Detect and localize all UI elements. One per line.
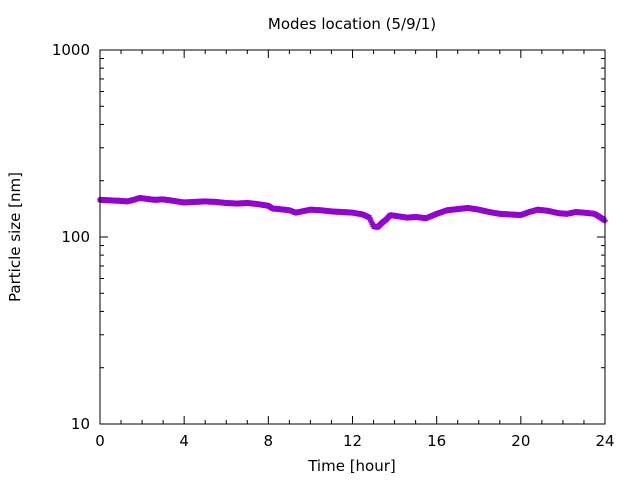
x-axis-label: Time [hour] bbox=[307, 457, 396, 475]
data-series bbox=[97, 194, 608, 231]
y-axis: 10 100 1000 bbox=[52, 41, 605, 433]
y-axis-label: Particle size [nm] bbox=[6, 172, 24, 302]
data-point bbox=[366, 214, 373, 221]
y-tick-label: 100 bbox=[61, 228, 90, 246]
data-point bbox=[368, 218, 375, 225]
x-tick-label: 0 bbox=[95, 432, 105, 450]
data-point bbox=[368, 219, 375, 226]
x-axis: 0 4 8 12 16 20 24 bbox=[95, 50, 615, 450]
y-tick-label: 1000 bbox=[52, 41, 90, 59]
x-tick-label: 8 bbox=[264, 432, 274, 450]
data-point bbox=[367, 216, 374, 223]
x-tick-label: 4 bbox=[179, 432, 189, 450]
y-tick-label: 10 bbox=[71, 415, 90, 433]
plot-frame bbox=[99, 49, 606, 425]
data-point bbox=[601, 217, 608, 224]
chart-title: Modes location (5/9/1) bbox=[268, 15, 436, 33]
x-tick-label: 24 bbox=[595, 432, 614, 450]
x-tick-label: 20 bbox=[511, 432, 530, 450]
x-tick-label: 16 bbox=[427, 432, 446, 450]
x-tick-label: 12 bbox=[343, 432, 362, 450]
